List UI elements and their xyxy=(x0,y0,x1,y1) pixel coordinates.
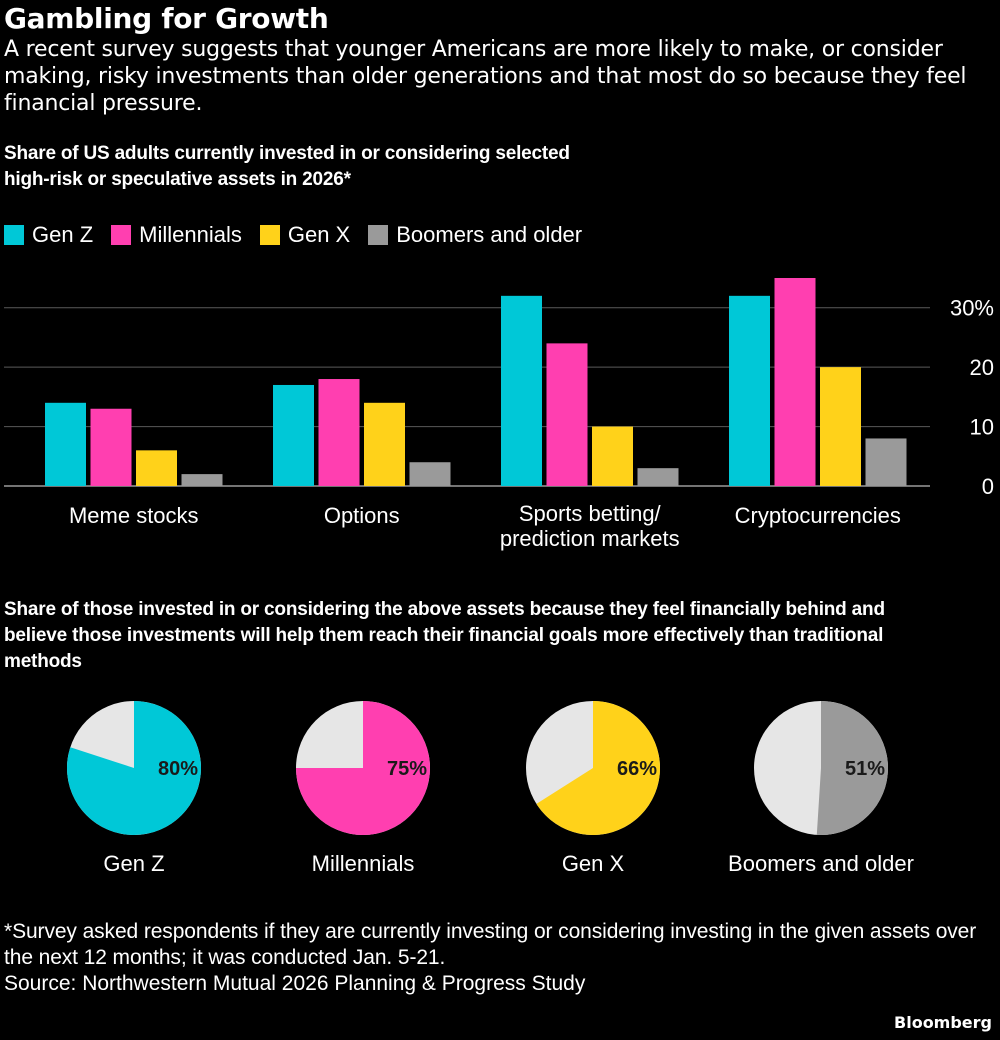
legend-swatch-gen-z xyxy=(4,225,24,245)
x-category-label: Cryptocurrencies xyxy=(735,503,901,528)
y-tick-label: 0 xyxy=(982,474,994,499)
pie-label-millennials: Millennials xyxy=(311,851,415,876)
pie-label-gen-x: Gen X xyxy=(561,851,625,876)
legend-label-millennials: Millennials xyxy=(139,222,242,247)
bar-1-2 xyxy=(364,402,405,486)
bar-3-2 xyxy=(820,367,861,486)
bar-3-3 xyxy=(865,438,907,486)
legend-label-boomers: Boomers and older xyxy=(396,222,583,247)
pie-chart-gen-x: 66% xyxy=(526,701,660,835)
pie-chart-millennials: 75% xyxy=(296,701,430,835)
legend-item-boomers: Boomers and older xyxy=(368,222,582,248)
bar-1-3 xyxy=(409,462,451,486)
pie-chart-boomers: 51% xyxy=(754,701,889,835)
legend-swatch-millennials xyxy=(111,225,132,245)
legend-swatch-gen-x xyxy=(259,225,280,245)
legend-item-gen-x: Gen X xyxy=(259,222,351,248)
pie-chart-title: Share of those invested in or considerin… xyxy=(4,599,885,672)
bar-chart-legend: Gen Z Millennials Gen X Boomers and olde… xyxy=(4,220,600,250)
bar-2-2 xyxy=(592,426,633,486)
bar-chart-title: Share of US adults currently invested in… xyxy=(4,143,570,190)
pie-label-gen-z: Gen Z xyxy=(103,851,165,876)
x-category-label: Options xyxy=(324,503,400,528)
pie-value-label: 66% xyxy=(617,758,657,780)
bar-0-1 xyxy=(90,408,132,486)
bar-2-3 xyxy=(637,468,679,486)
bar-2-0 xyxy=(501,295,542,486)
y-tick-label: 20 xyxy=(970,355,994,380)
bar-3-1 xyxy=(774,278,816,486)
pie-value-label: 51% xyxy=(845,758,885,780)
pie-gen-x: 66% Gen X xyxy=(473,700,713,890)
chart-title: Gambling for Growth xyxy=(4,2,329,35)
bar-1-0 xyxy=(273,384,314,486)
bar-1-1 xyxy=(318,379,360,486)
pie-value-slice xyxy=(816,701,889,835)
x-category-label: Sports betting/prediction markets xyxy=(500,501,680,551)
pie-gen-z: 80% Gen Z xyxy=(14,700,254,890)
legend-label-gen-z: Gen Z xyxy=(32,222,94,247)
chart-subtitle: A recent survey suggests that younger Am… xyxy=(4,37,967,116)
pie-millennials: 75% Millennials xyxy=(243,700,483,890)
bar-2-1 xyxy=(546,343,588,486)
pie-value-label: 80% xyxy=(158,758,198,780)
brand-logo: Bloomberg xyxy=(894,1013,992,1032)
x-category-label: Meme stocks xyxy=(69,503,199,528)
legend-swatch-boomers xyxy=(368,225,389,245)
legend-item-gen-z: Gen Z xyxy=(4,222,93,248)
pie-value-slice xyxy=(296,701,430,835)
bar-0-3 xyxy=(181,474,223,486)
pie-boomers: 51% Boomers and older xyxy=(701,700,941,890)
pie-chart-gen-z: 80% xyxy=(67,701,201,835)
pie-label-boomers: Boomers and older xyxy=(728,851,914,876)
pie-value-label: 75% xyxy=(387,758,427,780)
footnote: *Survey asked respondents if they are cu… xyxy=(4,920,977,969)
bar-chart: 0 10 20 30% Meme stocks Options Sports betting… xyxy=(4,278,994,551)
pie-value-slice xyxy=(67,701,201,835)
source-note: Source: Northwestern Mutual 2026 Plannin… xyxy=(4,972,586,995)
pie-value-slice xyxy=(536,701,660,835)
bar-0-0 xyxy=(45,402,86,486)
legend-label-gen-x: Gen X xyxy=(287,222,351,247)
y-tick-label: 10 xyxy=(970,415,994,440)
bar-3-0 xyxy=(729,295,770,486)
legend-item-millennials: Millennials xyxy=(111,222,242,248)
bar-0-2 xyxy=(136,450,177,486)
y-tick-label: 30% xyxy=(950,296,994,321)
